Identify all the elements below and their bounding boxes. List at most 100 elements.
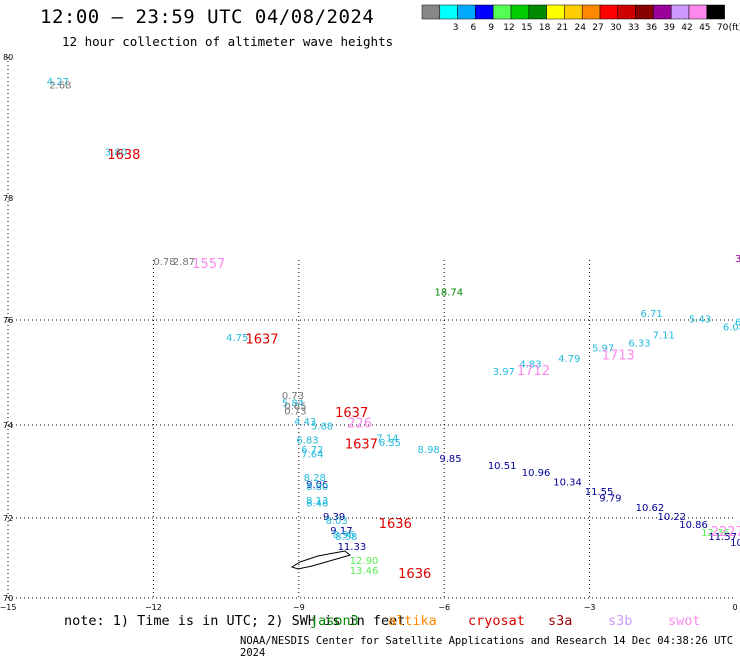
legend-swatch — [492, 4, 512, 20]
wave-height-label: 5.97 — [592, 344, 614, 355]
wave-height-label: 39 — [735, 254, 740, 265]
jan-mayen-island — [290, 550, 352, 570]
satellite-jason3: jason3 — [310, 613, 359, 629]
wave-height-label: 4.83 — [519, 359, 541, 370]
wave-height-label: 6.08 — [723, 323, 740, 334]
legend-swatch — [457, 4, 476, 20]
wave-height-label: 8.28 — [304, 473, 326, 484]
wave-height-label: 10.62 — [636, 503, 665, 514]
wave-height-label: 8.46 — [306, 498, 328, 509]
credit-line: NOAA/NESDIS Center for Satellite Applica… — [240, 635, 734, 659]
wave-height-label: 8.03 — [325, 516, 347, 527]
axis-labels: −15 −12 −9 −6 −3 0 80 78 76 74 72 70 — [0, 53, 738, 612]
pass-time-label: 1557 — [192, 257, 225, 272]
wave-height-label: 0.73 — [284, 407, 306, 418]
pass-time-label: 1638 — [107, 148, 140, 163]
legend-label: 15 — [521, 23, 532, 33]
y-tick-label: 76 — [3, 316, 13, 325]
legend-label: 24 — [574, 23, 586, 33]
pass-time-label: 1712 — [517, 364, 550, 379]
legend-swatch — [564, 4, 583, 20]
wave-height-label: 3.80 — [105, 148, 127, 159]
wave-height-label: 11.55 — [585, 487, 614, 498]
pass-time-label: 2227 — [711, 525, 740, 540]
pass-time-label: 1637 — [335, 406, 368, 421]
wave-height-label: 0.78 — [153, 257, 175, 268]
wave-height-label: 4.27 — [47, 77, 69, 88]
pass-time-label: 226 — [347, 416, 372, 431]
wave-height-label: 3.97 — [493, 367, 515, 378]
legend-swatch — [439, 4, 458, 20]
legend-swatch — [528, 4, 547, 20]
wave-height-label: 2.87 — [173, 257, 195, 268]
wave-height-label: 5.84 — [282, 399, 304, 410]
satellite-swot: swot — [668, 613, 701, 629]
legend-label: 27 — [592, 23, 603, 33]
wave-height-label: 7.64 — [301, 450, 323, 461]
wave-height-label: 8.98 — [418, 445, 440, 456]
page-title: 12:00 – 23:59 UTC 04/08/2024 — [40, 6, 375, 28]
legend-label: 42 — [681, 23, 692, 33]
legend-swatch — [421, 4, 441, 20]
x-tick-label: −12 — [145, 603, 162, 612]
wave-height-label: 9.85 — [439, 454, 461, 465]
legend-label: 6 — [471, 23, 477, 33]
wave-height-label: 18.74 — [435, 288, 464, 299]
legend-label: 12 — [503, 23, 514, 33]
graticule — [7, 57, 735, 599]
x-tick-label: −15 — [0, 603, 16, 612]
y-tick-label: 72 — [3, 514, 13, 523]
footnote: note: 1) Time is in UTC; 2) SWH is in fe… — [64, 613, 406, 629]
legend-swatch — [653, 4, 672, 20]
pass-labels: 1638155716371637226163717121713163616362… — [107, 148, 740, 582]
legend-label: 3 — [453, 23, 459, 33]
legend-swatch — [617, 4, 636, 20]
wave-height-label: 7.11 — [653, 330, 675, 341]
wave-height-label: 10.22 — [657, 512, 686, 523]
wave-height-label: 6.35 — [379, 438, 401, 449]
legend-swatch — [688, 4, 708, 20]
wave-height-label: 6.33 — [628, 338, 650, 349]
wave-height-label: 5.43 — [689, 315, 711, 326]
legend-swatch — [670, 4, 690, 20]
legend-unit: (ft) — [729, 23, 740, 33]
wave-height-label: 9.17 — [330, 526, 352, 537]
legend-swatch — [475, 4, 494, 20]
pass-time-label: 1636 — [398, 567, 431, 582]
wave-height-label: 10.34 — [553, 477, 582, 488]
x-tick-label: −9 — [293, 603, 305, 612]
legend-swatch — [599, 4, 619, 20]
legend-label: 9 — [488, 23, 494, 33]
legend-label: 45 — [699, 23, 710, 33]
y-tick-label: 80 — [3, 53, 13, 62]
wave-height-label: 2.68 — [49, 81, 71, 92]
y-tick-label: 70 — [3, 594, 13, 603]
wave-height-label: 10.84 — [730, 538, 740, 549]
legend-label: 39 — [663, 23, 675, 33]
legend-label: 36 — [646, 23, 658, 33]
wave-height-label: 10.96 — [522, 468, 551, 479]
x-tick-label: −6 — [438, 603, 450, 612]
wave-height-label: 5.88 — [311, 422, 333, 433]
pass-time-label: 1637 — [345, 437, 378, 452]
island-outline — [290, 550, 352, 570]
satellite-s3a: s3a — [548, 613, 573, 629]
legend-label: 33 — [628, 23, 639, 33]
wave-height-label: 9.06 — [306, 480, 328, 491]
wave-height-label: 8.96 — [333, 530, 355, 541]
wave-height-label: 10.51 — [488, 461, 517, 472]
legend-label: 70 — [717, 23, 729, 33]
observations: 4.272.68 3.80 0.782.87 4.75 0.735.840.650.73… — [47, 77, 740, 577]
pass-time-label: 1636 — [379, 517, 412, 532]
y-tick-label: 74 — [3, 421, 13, 430]
satellite-s3b: s3b — [608, 613, 633, 629]
legend-swatch — [635, 4, 654, 20]
wave-height-label: 6. — [735, 317, 740, 328]
wave-height-label: 8.13 — [306, 496, 328, 507]
x-tick-label: −3 — [584, 603, 596, 612]
wave-height-label: 6.71 — [640, 309, 662, 320]
legend-swatch — [510, 4, 530, 20]
